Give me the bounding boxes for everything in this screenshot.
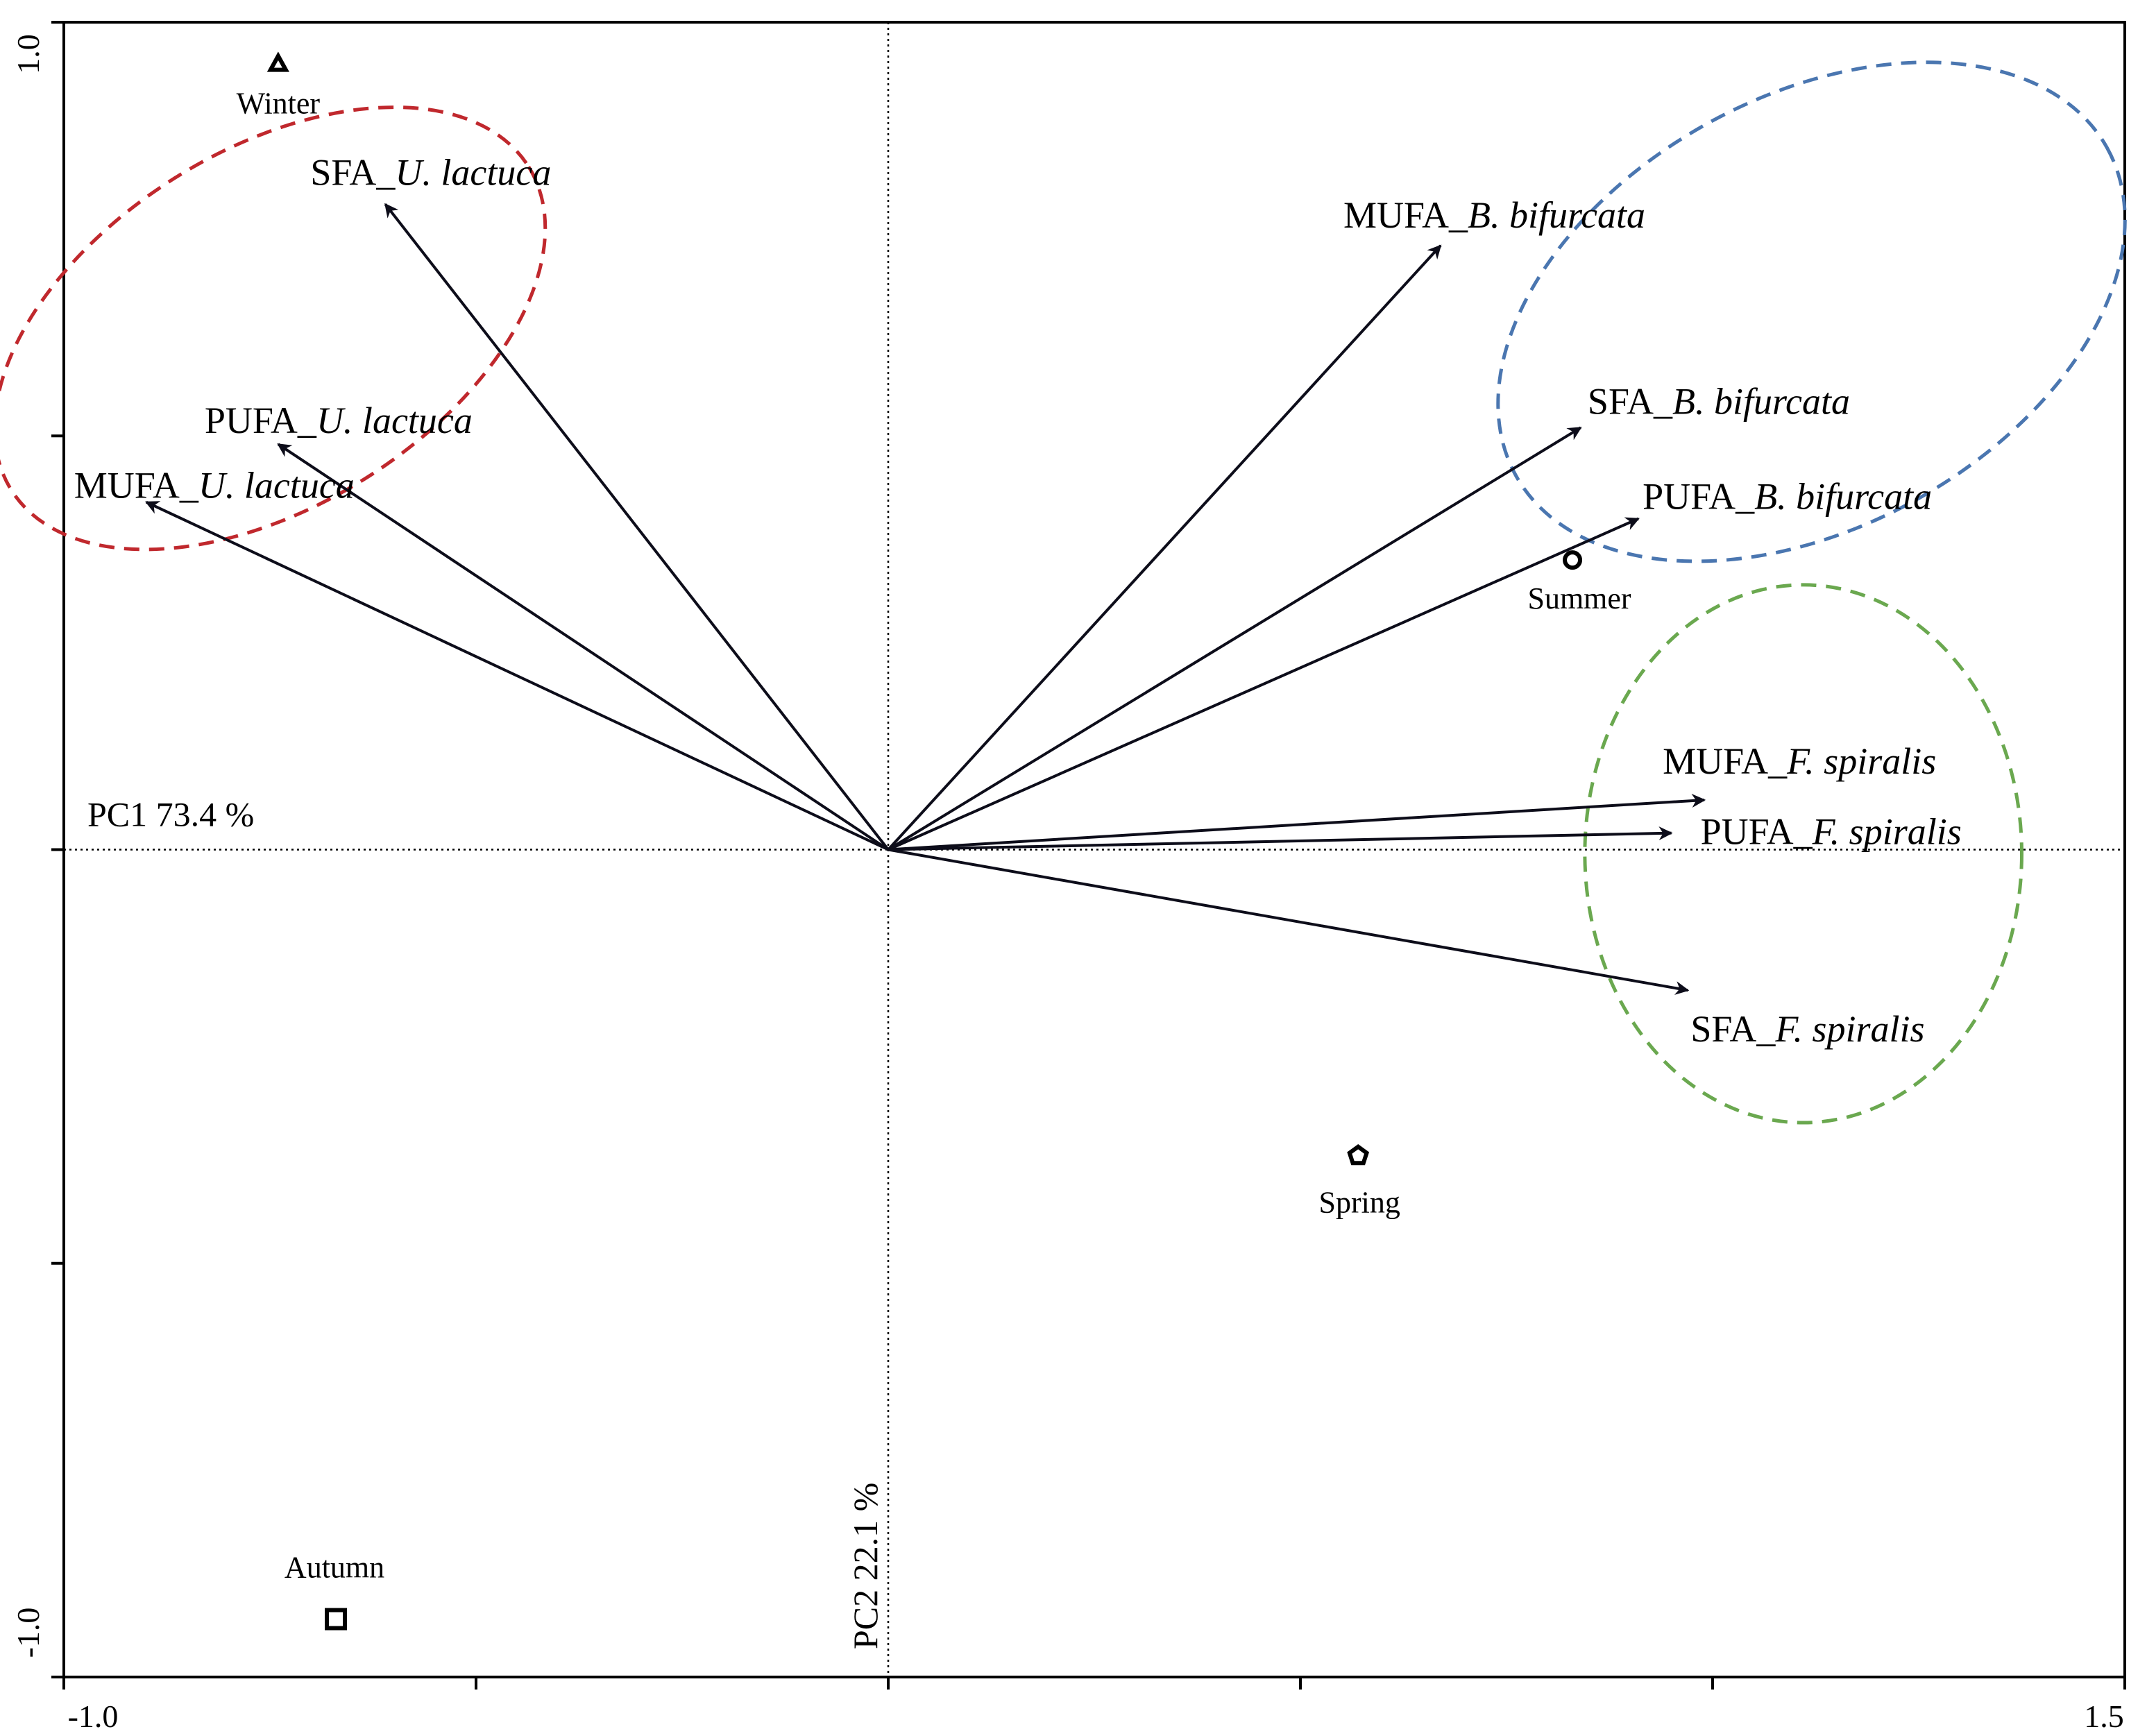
variable-label: PUFA_F. spiralis xyxy=(1701,811,1962,853)
y-tick-label: -1.0 xyxy=(10,1608,46,1658)
variable-prefix: SFA_ xyxy=(1690,1008,1776,1050)
variable-species: B. bifurcata xyxy=(1754,476,1932,518)
site-marker-circle xyxy=(1563,550,1583,570)
variable-prefix: PUFA_ xyxy=(1643,476,1755,518)
variable-label: MUFA_U. lactuca xyxy=(74,465,355,507)
variable-species: U. lactuca xyxy=(316,400,473,441)
variable-prefix: PUFA_ xyxy=(205,400,317,441)
variable-prefix: MUFA_ xyxy=(1663,740,1788,782)
loading-arrow xyxy=(888,517,1640,851)
variable-species: B. bifurcata xyxy=(1672,380,1850,422)
site-label: Autumn xyxy=(285,1551,384,1585)
site-marker-pentagon xyxy=(1347,1143,1370,1166)
variable-prefix: MUFA_ xyxy=(74,465,199,507)
y-axis-title: PC2 22.1 % xyxy=(846,1483,885,1649)
site-marker-square xyxy=(325,1608,348,1631)
variable-label: PUFA_B. bifurcata xyxy=(1643,476,1932,518)
loading-arrow xyxy=(277,443,890,851)
y-tick-label: 1.0 xyxy=(10,34,46,74)
group-ellipse-ulva xyxy=(0,105,548,552)
site-marker-triangle xyxy=(266,51,289,72)
variable-prefix: SFA_ xyxy=(1588,380,1673,422)
variable-species: F. spiralis xyxy=(1786,740,1936,782)
loading-arrow xyxy=(888,826,1673,851)
group-ellipse-fucus xyxy=(1583,583,2023,1125)
x-axis-title: PC1 73.4 % xyxy=(87,795,254,834)
x-tick-label: -1.0 xyxy=(68,1699,119,1734)
loading-arrow xyxy=(887,244,1442,851)
x-tick-label: 1.5 xyxy=(2084,1699,2124,1734)
variable-label: SFA_B. bifurcata xyxy=(1588,380,1850,422)
variable-prefix: PUFA_ xyxy=(1701,811,1813,853)
variable-label: MUFA_B. bifurcata xyxy=(1343,194,1645,236)
variable-label: SFA_U. lactuca xyxy=(310,151,551,193)
loading-arrow xyxy=(888,794,1706,851)
variable-species: F. spiralis xyxy=(1774,1008,1924,1050)
variable-label: SFA_F. spiralis xyxy=(1690,1008,1924,1050)
site-label: Winter xyxy=(237,87,321,121)
group-ellipse-bifurcaria xyxy=(1496,60,2127,563)
variable-species: B. bifurcata xyxy=(1468,194,1645,236)
variable-prefix: MUFA_ xyxy=(1343,194,1468,236)
variable-prefix: SFA_ xyxy=(310,151,396,193)
variable-label: PUFA_U. lactuca xyxy=(205,400,473,441)
variable-species: F. spiralis xyxy=(1812,811,1962,853)
variable-species: U. lactuca xyxy=(198,465,355,507)
variable-species: U. lactuca xyxy=(395,151,551,193)
variable-label: MUFA_F. spiralis xyxy=(1663,740,1936,782)
loading-arrow xyxy=(144,500,889,851)
site-label: Spring xyxy=(1318,1186,1400,1220)
loading-arrow xyxy=(384,203,890,851)
loading-arrow xyxy=(888,848,1690,995)
site-label: Summer xyxy=(1527,581,1631,615)
loading-arrow xyxy=(887,426,1582,851)
